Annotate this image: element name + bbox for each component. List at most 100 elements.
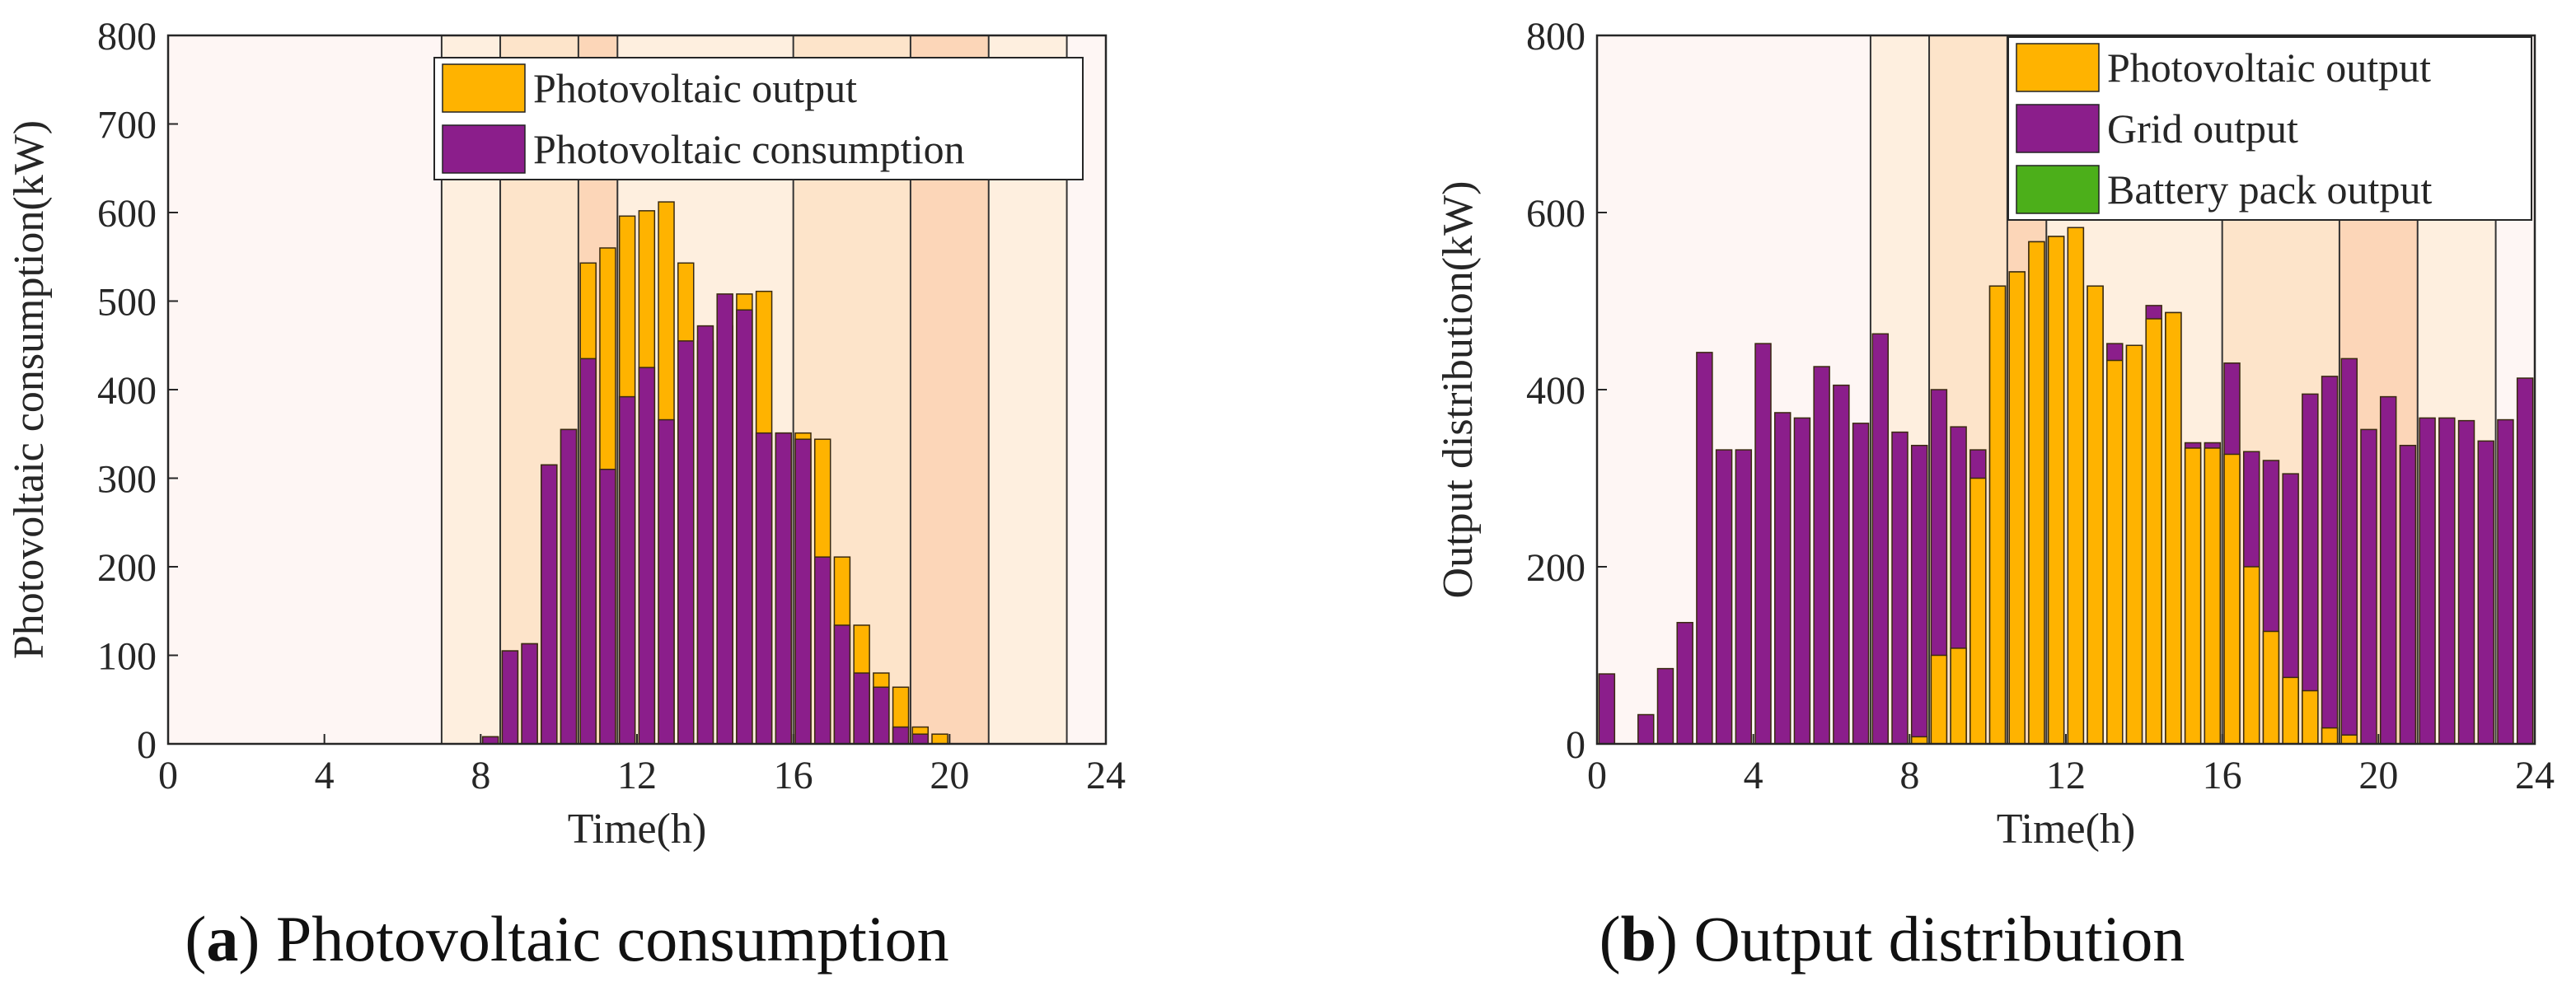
b-bar-grid-output [1871, 333, 1890, 745]
b-bar-grid-output [2477, 440, 2494, 745]
b-bar-grid-output [2457, 419, 2475, 745]
b-ytick-label: 200 [1526, 546, 1585, 590]
b-bar-grid-output [1793, 417, 1811, 745]
b-bar-grid-output [1813, 366, 1830, 745]
b-bar-grid-output [1891, 431, 1909, 745]
b-bar-photovoltaic-output [2028, 241, 2045, 745]
a-bar-photovoltaic-consumption [775, 432, 793, 745]
caption-a-letter: a [206, 903, 238, 975]
a-xtick-label: 12 [617, 754, 657, 797]
a-ytick-label: 100 [97, 635, 157, 679]
a-legend-swatch-photovoltaic-consumption [442, 124, 526, 174]
b-bar-photovoltaic-output [1910, 736, 1928, 745]
a-bar-photovoltaic-consumption [696, 325, 714, 745]
b-bar-grid-output [2399, 444, 2417, 745]
a-ytick-label: 700 [97, 104, 157, 147]
a-bar-photovoltaic-consumption [873, 686, 890, 745]
a-ytick-label: 400 [97, 369, 157, 413]
b-ytick-label: 600 [1526, 192, 1585, 236]
a-x-axis-label: Time(h) [568, 806, 707, 853]
a-bar-photovoltaic-consumption [794, 438, 812, 745]
caption-a: (a) Photovoltaic consumption [185, 903, 948, 975]
b-legend-swatch-battery-pack-output [2016, 165, 2100, 214]
caption-b-letter: b [1621, 903, 1656, 975]
a-ytick-label: 500 [97, 281, 157, 325]
a-bar-photovoltaic-consumption [521, 643, 538, 745]
caption-a-text: Photovoltaic consumption [276, 903, 949, 975]
b-ytick-label: 800 [1526, 15, 1585, 58]
a-legend-swatch-photovoltaic-output [442, 63, 526, 113]
a-xtick-label: 20 [930, 754, 969, 797]
b-bar-grid-output [1656, 667, 1674, 745]
b-bar-grid-output [2379, 395, 2397, 745]
chart-a-photovoltaic-consumption: 0 4 8 12 16 20 24 0 100 200 300 400 500 600 700 800 Time… [6, 15, 1126, 853]
b-bar-photovoltaic-output [2242, 566, 2260, 745]
a-xtick-label: 24 [1086, 754, 1126, 797]
a-bar-photovoltaic-consumption [755, 432, 773, 745]
a-bar-photovoltaic-consumption [501, 650, 519, 745]
b-bar-grid-output [1852, 423, 1870, 745]
a-ytick-label: 0 [137, 723, 157, 767]
b-legend-swatch-photovoltaic-output [2016, 43, 2100, 92]
b-xtick-label: 4 [1744, 754, 1763, 797]
b-ytick-label: 400 [1526, 369, 1585, 413]
a-bar-photovoltaic-consumption [677, 340, 695, 745]
a-bar-photovoltaic-consumption [716, 293, 733, 745]
b-bar-photovoltaic-output [2282, 676, 2299, 745]
a-legend: Photovoltaic output Photovoltaic consumpt… [433, 57, 1084, 180]
b-bar-grid-output [1598, 673, 1616, 745]
b-bar-grid-output [1833, 384, 1850, 745]
a-bar-photovoltaic-consumption [579, 358, 597, 745]
b-bar-photovoltaic-output [2184, 447, 2202, 745]
b-legend-label-battery-pack-output: Battery pack output [2107, 166, 2432, 213]
b-bar-grid-output [1773, 412, 1791, 745]
a-bar-photovoltaic-consumption [813, 556, 831, 745]
a-legend-label-photovoltaic-consumption: Photovoltaic consumption [533, 126, 965, 172]
b-xtick-label: 20 [2358, 754, 2398, 797]
b-ytick-label: 0 [1566, 723, 1585, 767]
b-bar-photovoltaic-output [2302, 689, 2319, 745]
a-legend-box [433, 57, 1084, 180]
b-bar-grid-output [2360, 428, 2377, 745]
b-bar-grid-output [1715, 449, 1733, 745]
caption-b: (b) Output distribution [1599, 903, 2185, 975]
b-bar-grid-output [2438, 417, 2456, 745]
b-xtick-label: 0 [1587, 754, 1607, 797]
b-bar-photovoltaic-output [1950, 647, 1967, 745]
b-bar-photovoltaic-output [1988, 285, 2007, 745]
b-bar-photovoltaic-output [2106, 359, 2124, 745]
b-xtick-label: 8 [1899, 754, 1919, 797]
a-bar-photovoltaic-consumption [541, 464, 558, 745]
a-bar-photovoltaic-consumption [599, 469, 616, 745]
b-bar-grid-output [2340, 358, 2358, 745]
b-bar-grid-output [2419, 417, 2436, 745]
b-bar-photovoltaic-output [2125, 344, 2143, 745]
b-y-axis-label: Output distribution(kW) [1435, 181, 1482, 599]
a-bar-photovoltaic-consumption [853, 672, 870, 745]
a-ytick-label: 800 [97, 15, 157, 58]
a-bar-photovoltaic-consumption [911, 733, 930, 745]
b-bar-photovoltaic-output [2223, 453, 2241, 745]
b-bar-grid-output [1696, 352, 1713, 745]
a-band-valley [168, 35, 442, 744]
b-bar-grid-output [1676, 621, 1693, 745]
b-bar-photovoltaic-output [1969, 477, 1987, 745]
b-bar-photovoltaic-output [2204, 447, 2222, 745]
b-bar-photovoltaic-output [2067, 227, 2085, 745]
a-bar-photovoltaic-consumption [638, 367, 656, 745]
b-bar-grid-output [2321, 376, 2339, 745]
b-xtick-label: 16 [2203, 754, 2242, 797]
b-bar-grid-output [1754, 343, 1772, 745]
b-bar-photovoltaic-output [2340, 734, 2358, 745]
b-legend-label-grid-output: Grid output [2107, 105, 2298, 152]
a-xtick-label: 8 [471, 754, 490, 797]
a-ytick-label: 300 [97, 458, 157, 502]
b-bar-photovoltaic-output [2087, 285, 2104, 745]
b-bar-photovoltaic-output [2047, 236, 2065, 745]
b-legend-swatch-grid-output [2016, 104, 2100, 153]
a-legend-label-photovoltaic-output: Photovoltaic output [533, 65, 857, 111]
b-bar-grid-output [1910, 444, 1928, 745]
caption-b-text: Output distribution [1694, 903, 2185, 975]
b-bar-grid-output [2516, 377, 2534, 745]
a-bar-photovoltaic-consumption [560, 428, 578, 745]
